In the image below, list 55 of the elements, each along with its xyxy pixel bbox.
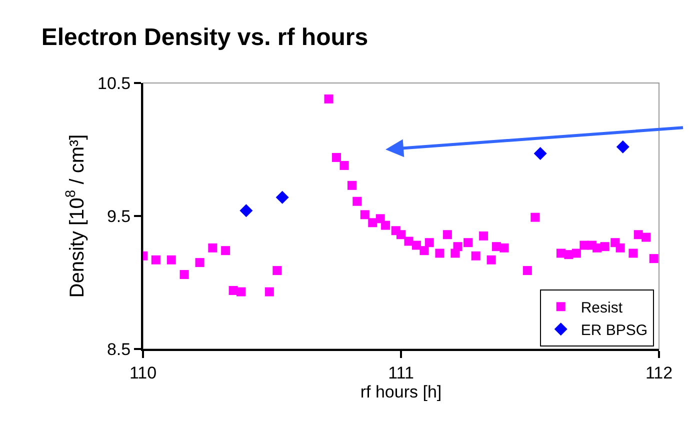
point — [616, 243, 625, 252]
chart-title: Electron Density vs. rf hours — [41, 24, 368, 52]
point — [272, 266, 282, 276]
point — [534, 146, 547, 160]
legend-label: Resist — [580, 299, 624, 316]
point — [522, 266, 532, 276]
point — [628, 248, 638, 258]
point — [464, 238, 473, 248]
point — [332, 152, 341, 162]
point — [324, 94, 334, 104]
point — [381, 220, 390, 230]
point — [276, 190, 289, 204]
point — [166, 255, 176, 264]
point — [479, 231, 488, 240]
point — [264, 287, 274, 296]
point — [236, 287, 246, 296]
point — [442, 230, 452, 240]
point — [396, 230, 406, 240]
point — [352, 196, 362, 206]
point — [360, 210, 370, 220]
point — [208, 243, 218, 252]
point — [376, 214, 385, 224]
point — [592, 243, 602, 252]
point — [180, 270, 189, 280]
x-tick-label: 111 — [388, 363, 414, 382]
point — [616, 140, 630, 154]
point — [642, 232, 651, 242]
x-tick-label: 110 — [129, 363, 157, 382]
x-tick-label: 112 — [645, 363, 673, 382]
point — [420, 246, 429, 256]
point — [368, 218, 378, 228]
y-tick-label: 9.5 — [106, 206, 131, 226]
point — [240, 204, 253, 218]
point — [486, 255, 496, 264]
legend-label: ER BPSG — [580, 322, 648, 339]
point — [347, 180, 356, 190]
point — [340, 160, 349, 170]
point — [404, 236, 414, 246]
point — [530, 212, 540, 222]
point — [221, 246, 230, 256]
point — [435, 248, 444, 258]
y-tick-label: 10.5 — [98, 74, 131, 93]
y-tick-label: 8.5 — [106, 340, 131, 359]
point — [412, 240, 421, 250]
point — [195, 258, 204, 268]
point — [471, 251, 480, 260]
point — [600, 242, 610, 252]
point — [572, 248, 581, 258]
point — [453, 242, 462, 252]
x-axis-title: rf hours [h] — [360, 382, 442, 402]
point — [151, 255, 160, 264]
point — [564, 250, 574, 260]
point — [500, 243, 509, 252]
point — [649, 254, 658, 264]
point — [424, 238, 434, 248]
